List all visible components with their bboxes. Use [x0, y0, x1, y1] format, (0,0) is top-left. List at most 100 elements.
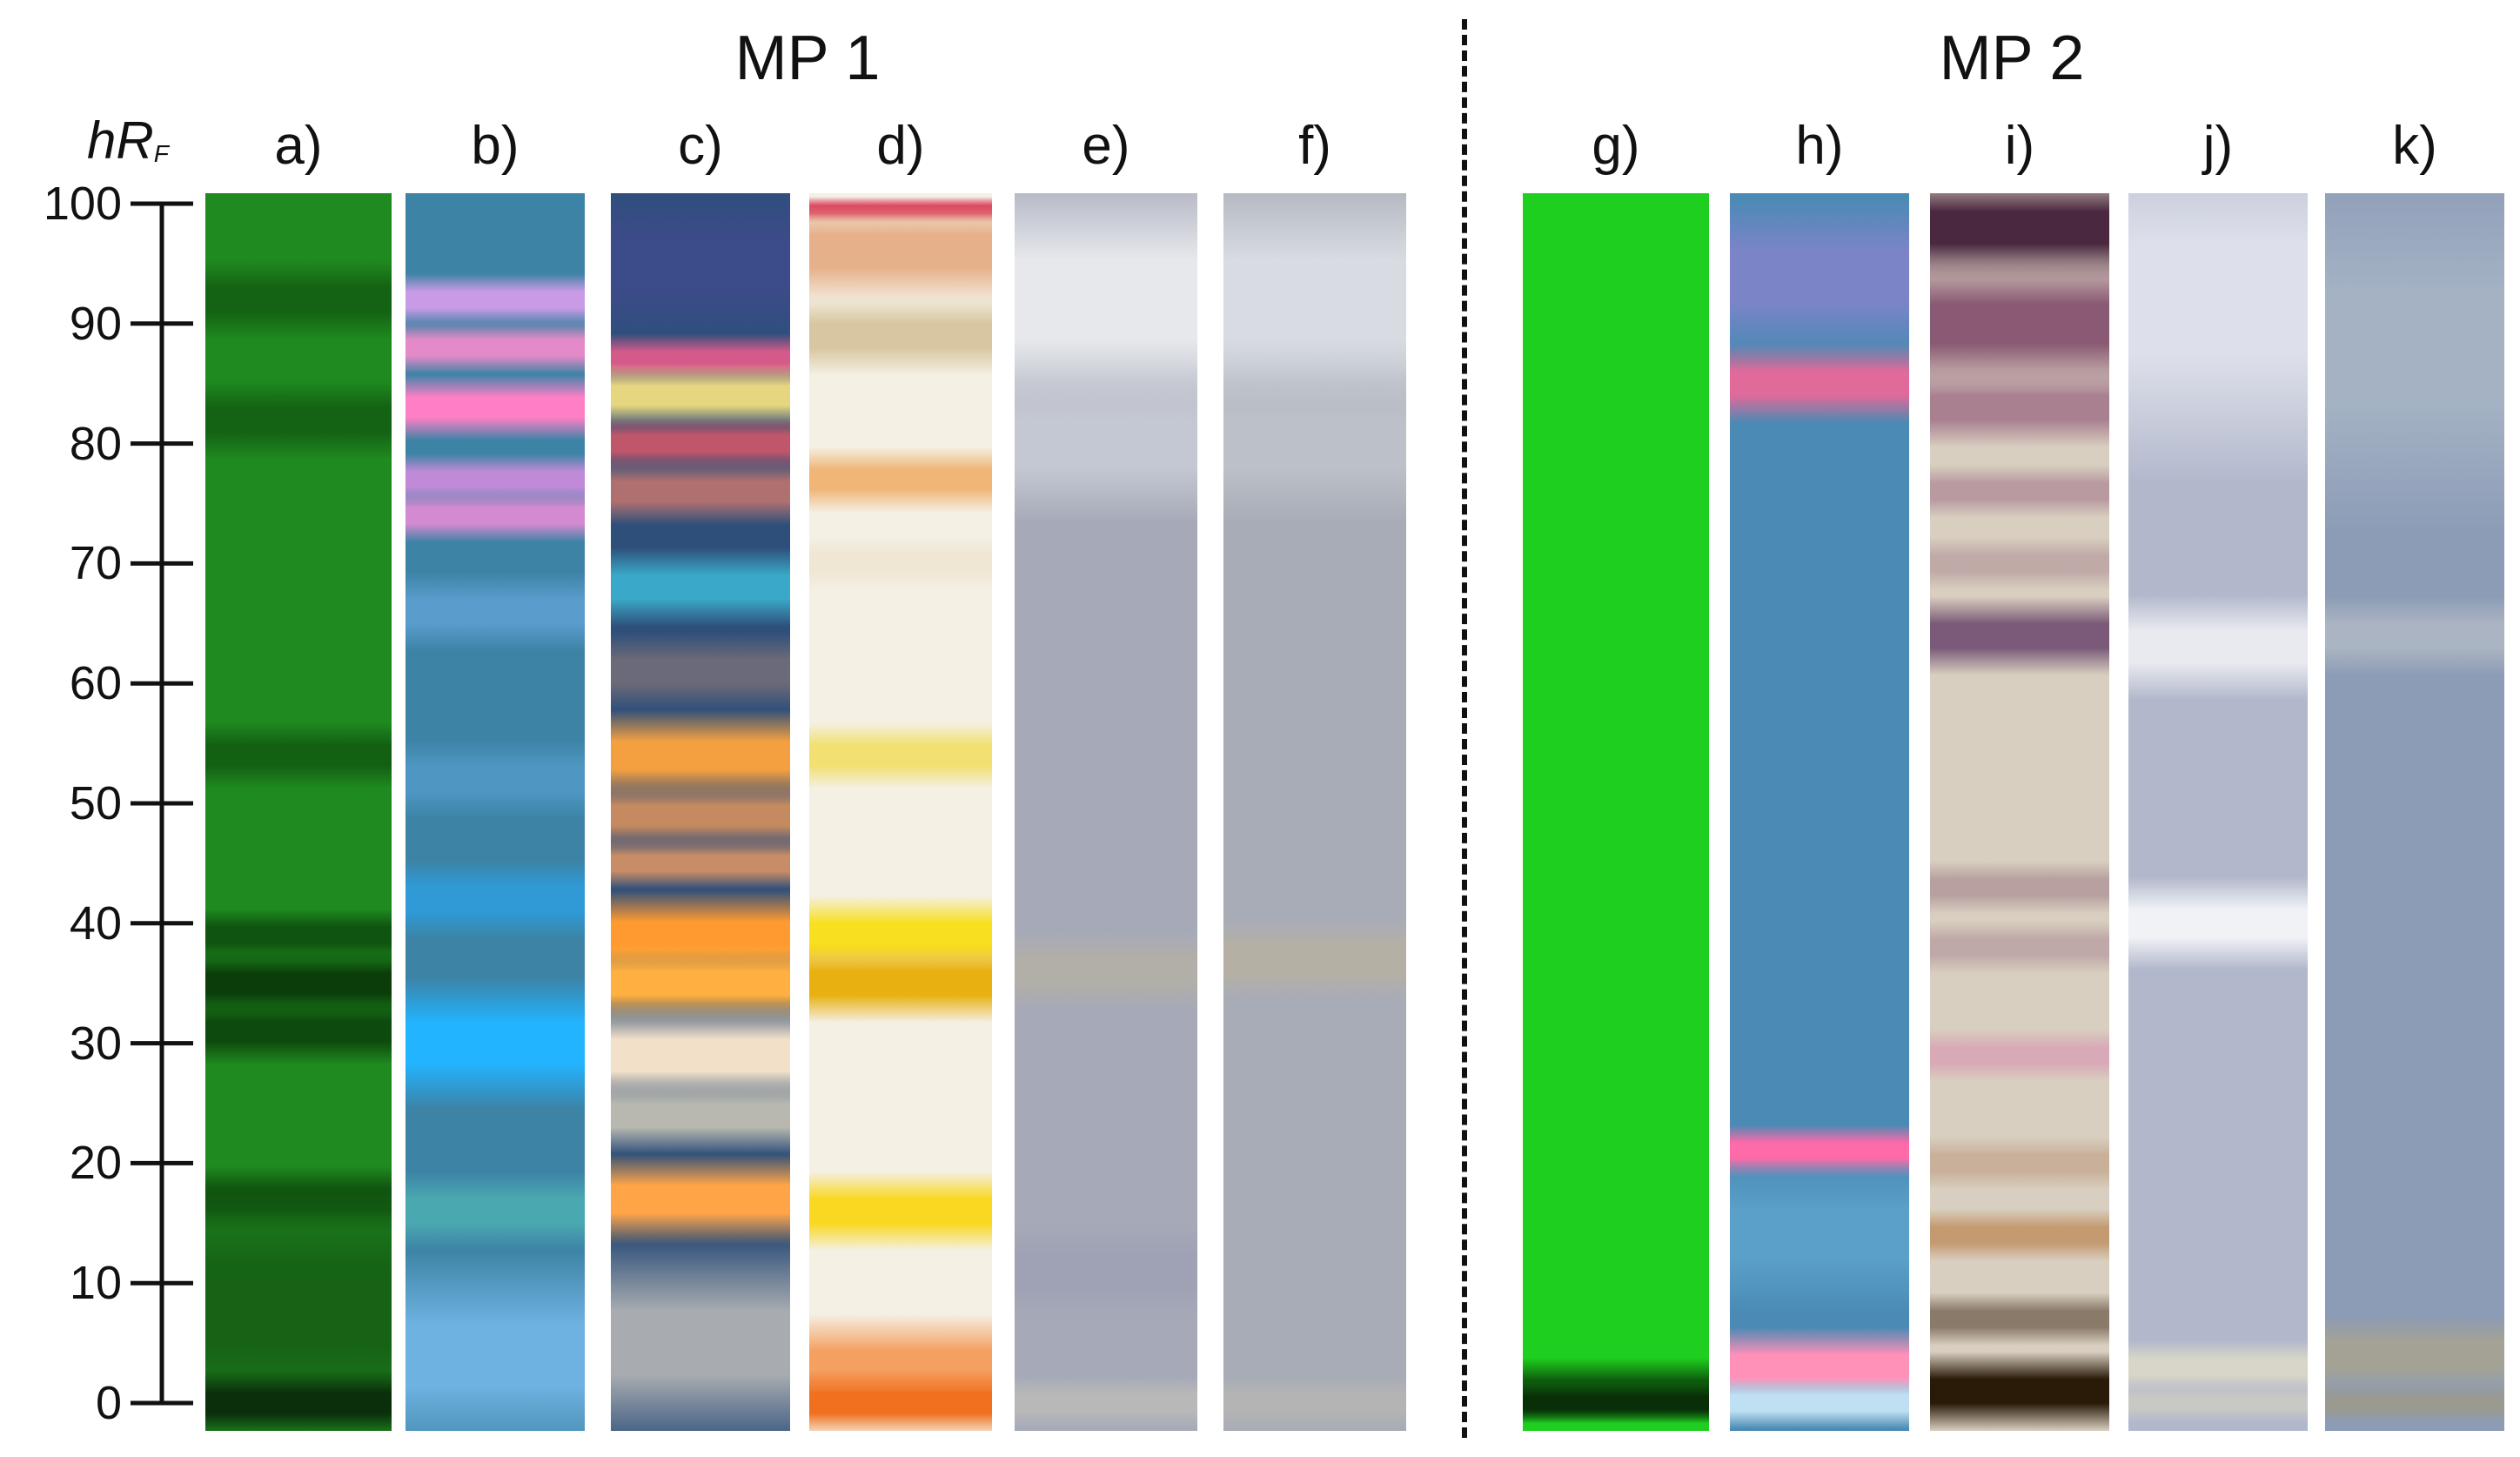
lane-label: j)	[2202, 116, 2234, 176]
tlc-band	[1015, 1218, 1197, 1325]
tick-label: 40	[69, 896, 122, 950]
hrf-axis	[131, 201, 193, 1406]
tlc-band	[1930, 367, 2109, 447]
tlc-lane	[405, 193, 585, 1431]
tlc-band	[405, 572, 585, 651]
tlc-band	[1930, 258, 2109, 390]
tlc-band	[405, 1249, 585, 1431]
tlc-band	[1730, 344, 1909, 424]
tlc-band	[205, 1370, 392, 1431]
tlc-band	[1930, 921, 2109, 974]
tlc-lane	[1015, 193, 1197, 1431]
tlc-band	[205, 379, 392, 460]
tlc-band	[205, 997, 392, 1064]
tlc-band	[2128, 1383, 2308, 1423]
tlc-band	[611, 458, 790, 525]
tlc-band	[1930, 1029, 2109, 1082]
tlc-band	[1223, 1376, 1406, 1430]
lane-label: i)	[2004, 116, 2035, 176]
tlc-band	[405, 488, 585, 542]
tick-label: 90	[69, 297, 122, 350]
tlc-band	[1930, 1137, 2109, 1190]
tlc-band	[2325, 1383, 2504, 1423]
tick-label: 100	[43, 178, 122, 230]
tlc-band	[2128, 876, 2308, 970]
tlc-band	[1523, 1383, 1709, 1423]
lane-label: b)	[471, 116, 519, 176]
tlc-band	[405, 321, 585, 374]
tlc-band	[1930, 537, 2109, 590]
tick-label: 70	[69, 537, 122, 590]
tlc-lane	[205, 193, 392, 1431]
tlc-band	[611, 631, 790, 711]
tlc-band	[1930, 465, 2109, 519]
tlc-band	[1730, 196, 1909, 355]
lane-label: a)	[274, 116, 323, 176]
tlc-band	[611, 1075, 790, 1155]
tlc-band	[1930, 861, 2109, 914]
tick-label: 80	[69, 417, 122, 470]
axis-label-sub: F	[153, 140, 169, 167]
tlc-band	[809, 943, 992, 1024]
tlc-band	[809, 1172, 992, 1251]
tlc-band	[405, 272, 585, 326]
tlc-band	[1730, 1376, 1909, 1430]
lane-label: g)	[1592, 116, 1640, 176]
tlc-band	[405, 374, 585, 441]
tlc-band	[611, 1237, 790, 1431]
tlc-band	[1015, 1376, 1197, 1430]
tick-label: 0	[95, 1377, 122, 1429]
tlc-band	[611, 547, 790, 628]
axis-label-main: hR	[87, 111, 154, 170]
tlc-band	[405, 977, 585, 1110]
tlc-band	[809, 1370, 992, 1431]
tlc-band	[2128, 193, 2308, 485]
lane-label: h)	[1795, 116, 1844, 176]
tick-label: 10	[69, 1257, 122, 1310]
tlc-band	[611, 1152, 790, 1246]
tlc-band	[405, 859, 585, 939]
group-title-mp1: MP 1	[734, 24, 881, 93]
tlc-band	[2128, 594, 2308, 701]
tlc-band	[1015, 931, 1197, 1011]
tlc-lane	[2128, 193, 2308, 1431]
tlc-lane	[611, 193, 790, 1431]
lane-label: c)	[678, 116, 723, 176]
group-title-mp2: MP 2	[1939, 24, 2085, 93]
tlc-band	[205, 259, 392, 339]
tlc-band	[1015, 364, 1197, 523]
tlc-band	[809, 198, 992, 305]
lane-label: e)	[1082, 116, 1130, 176]
tlc-band	[2325, 1315, 2504, 1395]
tlc-band	[2325, 595, 2504, 675]
tlc-band	[1223, 919, 1406, 999]
tlc-band	[611, 193, 790, 343]
tick-label: 50	[69, 777, 122, 829]
tick-label: 60	[69, 657, 122, 710]
tick-label: 20	[69, 1137, 122, 1190]
tlc-band	[809, 296, 992, 376]
tick-label: 30	[69, 1017, 122, 1070]
lane-label: d)	[876, 116, 925, 176]
tlc-lane	[1223, 193, 1406, 1431]
tlc-band	[405, 739, 585, 819]
tlc-band	[1930, 595, 2109, 675]
axis-label-hrf: hRF	[87, 106, 169, 189]
tlc-lane	[1930, 193, 2109, 1431]
lane-label: k)	[2392, 116, 2437, 176]
tlc-band	[1930, 1351, 2109, 1431]
tlc-band	[1223, 364, 1406, 523]
tlc-band	[1930, 1292, 2109, 1346]
tlc-band	[809, 446, 992, 513]
tlc-lane	[2325, 193, 2504, 1431]
tlc-band	[405, 1172, 585, 1251]
tlc-lane	[809, 193, 992, 1431]
tlc-band	[1730, 1156, 1909, 1315]
tlc-band	[809, 722, 992, 789]
tlc-band	[205, 722, 392, 789]
lane-label: f)	[1298, 116, 1331, 176]
tlc-band	[809, 537, 992, 590]
tlc-band	[2325, 193, 2504, 533]
group-divider	[1462, 19, 1467, 1438]
tlc-lane	[1730, 193, 1909, 1431]
